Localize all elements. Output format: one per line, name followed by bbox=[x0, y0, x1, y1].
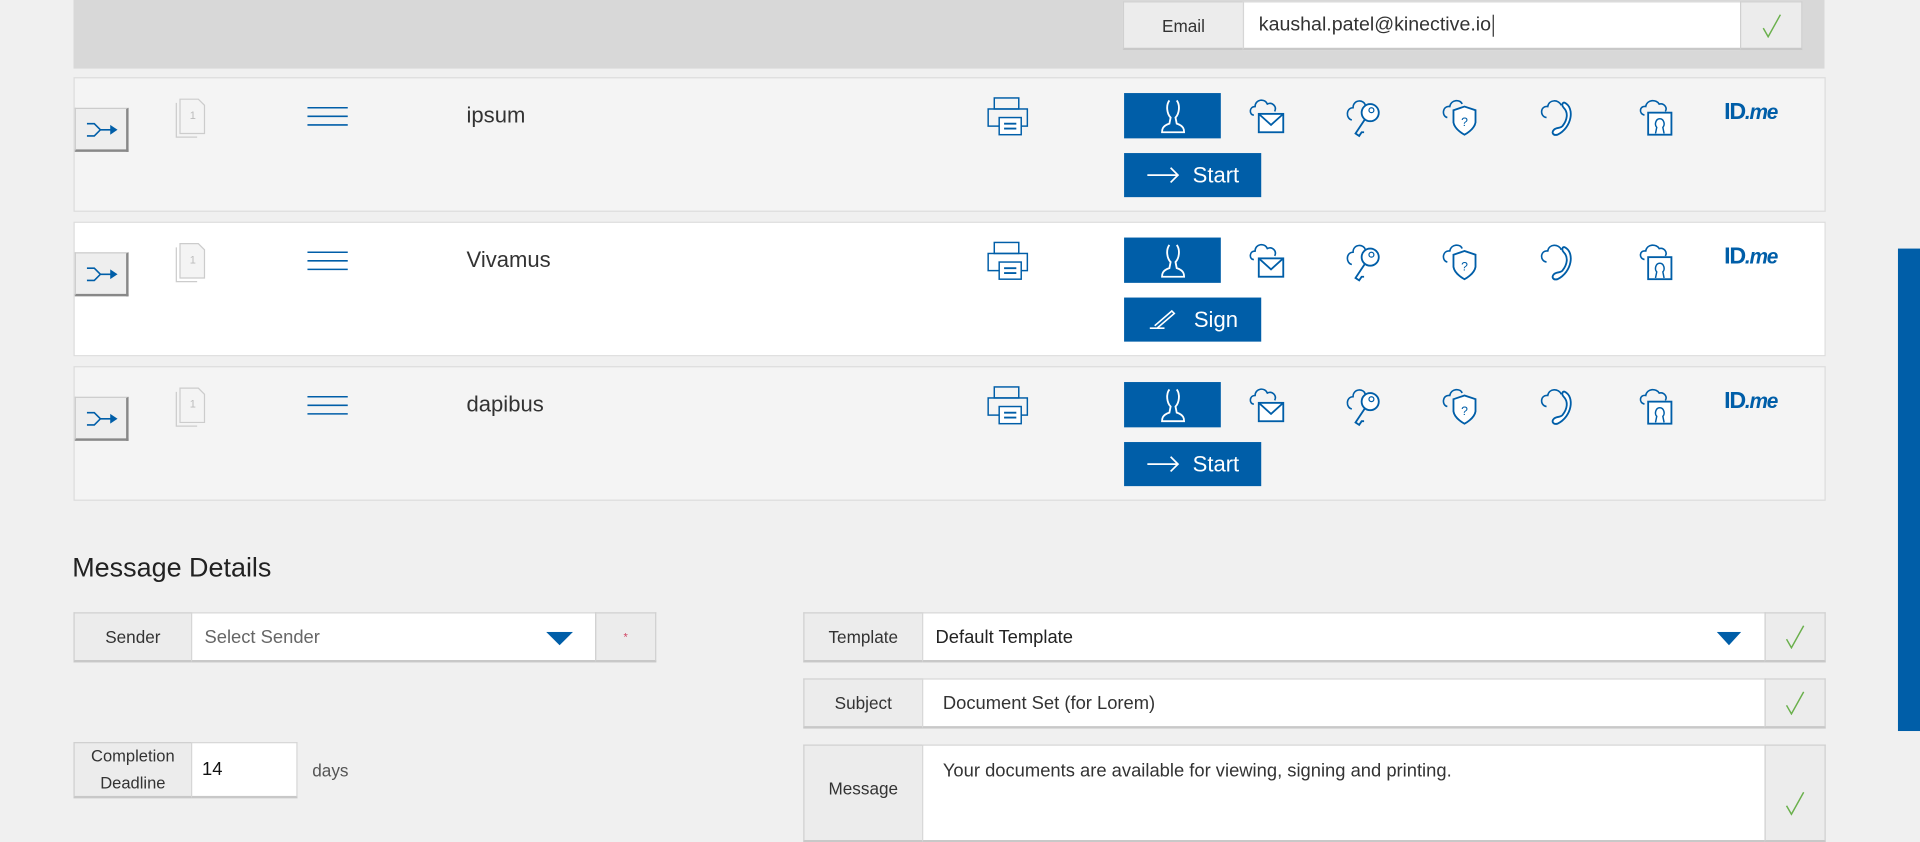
cloud-key-icon[interactable] bbox=[1343, 240, 1392, 284]
drag-handle-icon[interactable] bbox=[307, 394, 349, 416]
check-icon bbox=[1785, 691, 1805, 716]
idme-logo[interactable]: ID.me bbox=[1724, 243, 1778, 270]
cloud-email-icon[interactable] bbox=[1247, 96, 1296, 140]
email-value: kaushal.patel@kinective.io bbox=[1258, 14, 1492, 35]
template-label: Template bbox=[803, 612, 924, 663]
email-input[interactable]: kaushal.patel@kinective.io bbox=[1242, 1, 1742, 51]
sender-select[interactable]: Select Sender bbox=[191, 612, 597, 663]
cloud-email-icon[interactable] bbox=[1247, 240, 1296, 284]
document-pages-icon: 1 bbox=[175, 243, 206, 283]
cloud-key-icon[interactable] bbox=[1343, 384, 1392, 428]
subject-valid-check bbox=[1764, 678, 1826, 729]
action-label: Start bbox=[1192, 162, 1240, 187]
email-valid-check bbox=[1740, 1, 1803, 51]
in-person-auth-button[interactable] bbox=[1124, 93, 1221, 139]
template-value: Default Template bbox=[935, 626, 1074, 648]
person-icon bbox=[1160, 243, 1185, 278]
deadline-input[interactable]: 14 bbox=[191, 742, 298, 799]
reassign-button[interactable] bbox=[74, 396, 129, 441]
person-icon bbox=[1160, 99, 1185, 133]
page-count: 1 bbox=[190, 399, 196, 411]
subject-label: Subject bbox=[803, 678, 924, 729]
idme-logo[interactable]: ID.me bbox=[1724, 388, 1778, 414]
required-mark: * bbox=[595, 612, 657, 663]
sender-label: Sender bbox=[73, 612, 193, 663]
cloud-phone-icon[interactable] bbox=[1538, 240, 1587, 284]
chevron-down-icon bbox=[546, 631, 574, 646]
svg-text:?: ? bbox=[1461, 404, 1468, 418]
printer-icon[interactable] bbox=[987, 384, 1029, 426]
cloud-email-icon[interactable] bbox=[1247, 384, 1296, 428]
cloud-security-question-icon[interactable]: ? bbox=[1440, 240, 1489, 284]
subject-input[interactable]: Document Set (for Lorem) bbox=[922, 678, 1766, 729]
email-section: Email kaushal.patel@kinective.io bbox=[73, 0, 1825, 69]
deadline-label: Completion Deadline bbox=[73, 742, 193, 799]
document-pages-icon: 1 bbox=[175, 98, 206, 138]
action-label: Start bbox=[1192, 451, 1240, 476]
printer-icon[interactable] bbox=[987, 240, 1029, 282]
arrow-right-icon bbox=[1147, 167, 1180, 184]
recipient-name: Vivamus bbox=[466, 247, 551, 272]
recipient-row: 1 ipsum? ID.me Start bbox=[73, 77, 1826, 212]
cloud-key-icon[interactable] bbox=[1343, 96, 1392, 140]
page-count: 1 bbox=[190, 110, 196, 122]
start-button[interactable]: Start bbox=[1124, 153, 1262, 198]
person-icon bbox=[1160, 388, 1185, 422]
cloud-phone-icon[interactable] bbox=[1538, 384, 1587, 428]
merge-arrow-icon bbox=[86, 411, 117, 426]
cloud-security-question-icon[interactable]: ? bbox=[1440, 384, 1489, 428]
action-label: Sign bbox=[1193, 306, 1238, 332]
template-valid-check bbox=[1764, 612, 1826, 663]
in-person-auth-button[interactable] bbox=[1124, 237, 1221, 283]
cloud-id-photo-icon[interactable] bbox=[1636, 384, 1685, 428]
email-label: Email bbox=[1122, 1, 1245, 51]
sender-placeholder: Select Sender bbox=[204, 626, 320, 648]
start-button[interactable]: Start bbox=[1124, 442, 1262, 487]
document-pages-icon: 1 bbox=[175, 387, 206, 427]
message-valid-check bbox=[1764, 744, 1826, 842]
recipient-row: 1 Vivamus? ID.me Sign bbox=[73, 221, 1826, 357]
recipient-row: 1 dapibus? ID.me Start bbox=[73, 366, 1826, 501]
message-textarea[interactable]: Your documents are available for viewing… bbox=[922, 744, 1766, 842]
cloud-security-question-icon[interactable]: ? bbox=[1440, 96, 1489, 140]
check-icon bbox=[1762, 13, 1781, 38]
template-select[interactable]: Default Template bbox=[922, 612, 1766, 663]
sign-button[interactable]: Sign bbox=[1124, 297, 1262, 342]
drag-handle-icon[interactable] bbox=[307, 105, 349, 127]
drag-handle-icon[interactable] bbox=[307, 250, 349, 272]
recipient-name: dapibus bbox=[466, 391, 544, 417]
svg-text:?: ? bbox=[1461, 260, 1468, 274]
in-person-auth-button[interactable] bbox=[1124, 382, 1221, 428]
cloud-id-photo-icon[interactable] bbox=[1636, 240, 1685, 284]
reassign-button[interactable] bbox=[74, 107, 129, 152]
scrollbar-thumb[interactable] bbox=[1897, 248, 1920, 732]
recipient-name: ipsum bbox=[466, 102, 526, 128]
message-label: Message bbox=[803, 744, 924, 842]
printer-icon[interactable] bbox=[987, 96, 1029, 138]
pen-icon bbox=[1149, 309, 1176, 329]
arrow-right-icon bbox=[1147, 456, 1180, 473]
page: Email kaushal.patel@kinective.io 1 ipsum?… bbox=[72, 0, 1920, 842]
deadline-unit: days bbox=[312, 760, 349, 781]
cloud-phone-icon[interactable] bbox=[1538, 96, 1587, 140]
chevron-down-icon bbox=[1716, 631, 1742, 646]
idme-logo[interactable]: ID.me bbox=[1724, 99, 1778, 125]
check-icon bbox=[1785, 625, 1805, 649]
merge-arrow-icon bbox=[86, 122, 117, 137]
page-count: 1 bbox=[190, 254, 196, 266]
merge-arrow-icon bbox=[86, 266, 117, 281]
cloud-id-photo-icon[interactable] bbox=[1636, 96, 1685, 140]
check-icon bbox=[1785, 791, 1805, 816]
svg-text:?: ? bbox=[1461, 115, 1468, 129]
reassign-button[interactable] bbox=[74, 252, 129, 297]
section-heading: Message Details bbox=[72, 552, 272, 583]
